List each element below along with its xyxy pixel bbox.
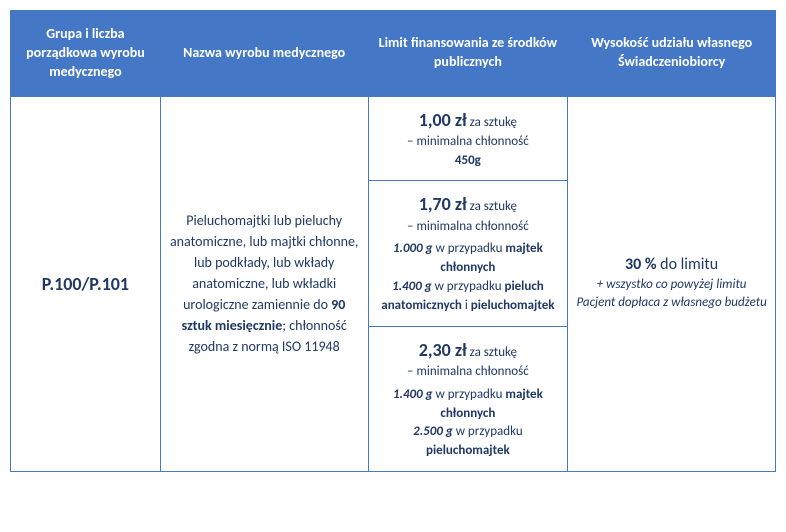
share-main: 30 % do limitu xyxy=(576,255,767,274)
own-share-cell: 30 % do limitu + wszystko co powyżej lim… xyxy=(568,96,776,471)
header-row: Grupa i liczba porządkowa wyrobu medyczn… xyxy=(11,11,776,97)
limit2-price: 1,70 zł xyxy=(419,193,467,215)
limit1-spec1-val: 450g xyxy=(455,153,481,168)
share-note: + wszystko co powyżej limitu Pacjent dop… xyxy=(576,276,767,312)
limit2-spec1-val: 1.000 g xyxy=(393,241,433,256)
limit3-price: 2,30 zł xyxy=(419,339,467,361)
share-txt: do limitu xyxy=(657,255,719,274)
limit1-per: za sztukę xyxy=(467,115,517,130)
header-own-share: Wysokość udziału własnego Świadczeniobio… xyxy=(568,11,776,97)
limit-cell-2: 1,70 zł za sztukę – minimalna chłonność … xyxy=(368,181,568,326)
limit-cell-1: 1,00 zł za sztukę – minimalna chłonność … xyxy=(368,96,568,181)
share-pct: 30 % xyxy=(625,255,657,274)
limit3-spec1-val: 1.400 g xyxy=(393,387,433,402)
limit3-spec2-val: 2.500 g xyxy=(413,424,453,439)
limit3-spec1-txt: w przypadku xyxy=(433,387,506,402)
limit2-per: za sztukę xyxy=(467,199,517,214)
medical-products-table: Grupa i liczba porządkowa wyrobu medyczn… xyxy=(10,10,776,472)
product-code: P.100/P.101 xyxy=(42,273,129,295)
header-product-name: Nazwa wyrobu medycznego xyxy=(160,11,368,97)
header-group: Grupa i liczba porządkowa wyrobu medyczn… xyxy=(11,11,161,97)
limit3-spec2-txt: w przypadku xyxy=(453,424,523,439)
limit2-sub: – minimalna chłonność xyxy=(407,219,529,234)
table-row: P.100/P.101 Pieluchomajtki lub pieluchy … xyxy=(11,96,776,181)
limit3-sub: – minimalna chłonność xyxy=(407,364,529,379)
limit2-spec2-join: i xyxy=(462,298,471,313)
limit3-per: za sztukę xyxy=(467,345,517,360)
limit3-spec2-item: pieluchomajtek xyxy=(426,443,510,458)
limit2-spec2-item2: pieluchomajtek xyxy=(471,298,555,313)
limit1-price: 1,00 zł xyxy=(419,109,467,131)
product-code-cell: P.100/P.101 xyxy=(11,96,161,471)
product-description-cell: Pieluchomajtki lub pieluchy anatomiczne,… xyxy=(160,96,368,471)
limit2-spec1-txt: w przypadku xyxy=(433,241,506,256)
limit2-spec2-txt: w przypadku xyxy=(432,279,505,294)
limit1-sub: – minimalna chłonność xyxy=(407,134,529,149)
limit2-spec2-val: 1.400 g xyxy=(392,279,432,294)
header-financing-limit: Limit finansowania ze środków publicznyc… xyxy=(368,11,568,97)
limit-cell-3: 2,30 zł za sztukę – minimalna chłonność … xyxy=(368,326,568,471)
